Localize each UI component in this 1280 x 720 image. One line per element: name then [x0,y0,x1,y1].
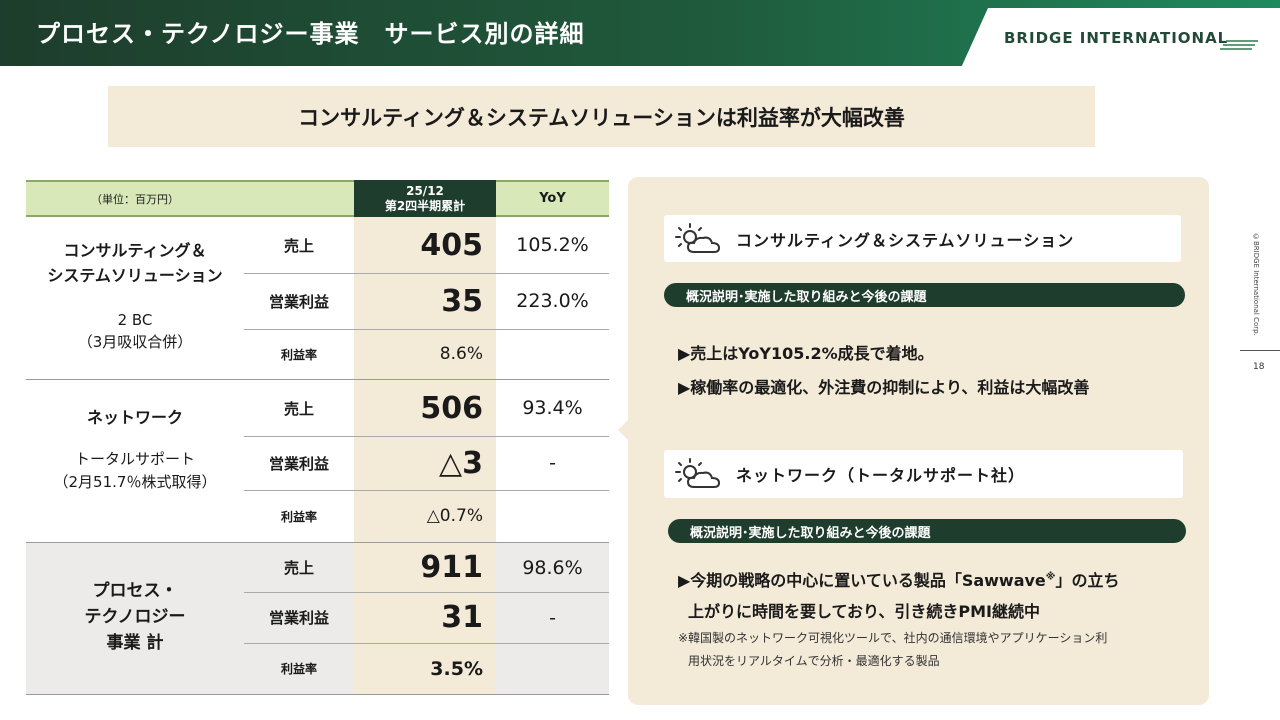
group-name-line: 事業 計 [106,633,164,653]
yoy-column-header: YoY [496,180,609,217]
metric-value: 405 [420,227,483,263]
group-sub-network: トータルサポート （2月51.7％株式取得） [26,448,244,494]
metric-label: 営業利益 [268,292,329,311]
row-divider [244,436,609,437]
table-bottom-border [26,694,609,695]
header-blank-cell [244,180,354,217]
group-sub-line: （3月吸収合併） [77,333,193,351]
group-divider [26,542,609,543]
group-sub-consulting: 2 BC （3月吸収合併） [26,309,244,353]
yoy-value [496,490,609,542]
copyright-note: ©BRIDGE International Corp. [1252,233,1260,336]
yoy-value: 93.4% [522,397,583,419]
period-line1: 25/12 [406,183,444,198]
total-yoy-bg [496,543,609,695]
row-divider [244,273,609,274]
period-line2: 第2四半期累計 [384,198,466,213]
group-name-network: ネットワーク [86,408,183,427]
footnote-text: ※韓国製のネットワーク可視化ツールで、社内の通信環境やアプリケーション利 [678,631,1108,645]
metric-value: 35 [441,283,483,319]
unit-label: （単位：百万円） [26,180,244,217]
commentary-panel [628,177,1209,705]
footnote-marker: ※ [1045,571,1056,583]
section-card-consulting: コンサルティング＆システムソリューション [664,215,1181,262]
row-divider [244,490,609,491]
metric-label: 利益率 [280,509,317,524]
bullet-text-part: 」の立ち [1055,571,1120,590]
yoy-value: 105.2% [516,234,589,256]
metric-label: 営業利益 [268,609,329,627]
headline-banner: コンサルティング＆システムソリューションは利益率が大幅改善 [108,86,1095,147]
period-column-header: 25/12 第2四半期累計 [354,180,496,217]
row-divider [244,592,609,593]
logo-panel [960,8,1280,70]
metric-label: 営業利益 [268,454,329,473]
sun-cloud-icon [675,222,721,253]
table-header-row: （単位：百万円） 25/12 第2四半期累計 YoY [26,180,609,217]
group-divider [26,379,609,380]
group-sub-line: （2月51.7％株式取得） [53,473,217,491]
bullet-text: ▶稼働率の最適化、外注費の抑制により、利益は大幅改善 [678,378,1090,397]
group-name-line: プロセス・ [92,581,178,601]
total-group-bg [26,543,354,695]
yoy-value [496,329,609,379]
bullet-text-part: ▶今期の戦略の中心に置いている製品「Sawwave [678,571,1046,590]
yoy-value: 223.0% [516,290,589,312]
yoy-value: 98.6% [522,556,583,579]
yoy-value: - [549,452,556,474]
metric-value: 8.6% [439,344,483,364]
metric-value: 911 [420,550,483,585]
page-number: 18 [1253,362,1265,372]
section-title: コンサルティング＆システムソリューション [736,230,1075,250]
bullet-text: 上がりに時間を要しており、引き続きPMI継続中 [688,602,1041,621]
yoy-value: - [549,606,556,629]
bullet-text: ▶売上はYoY105.2%成長で着地。 [678,344,934,363]
page-number-divider [1240,350,1280,351]
metric-label: 売上 [283,399,314,418]
section-pill: 概況説明･実施した取り組みと今後の課題 [664,283,1185,307]
group-sub-line: 2 BC [117,311,153,329]
metric-value: △0.7% [426,506,483,526]
metric-value: 506 [420,390,483,426]
row-divider [244,329,609,330]
metric-label: 売上 [283,559,314,577]
metric-label: 利益率 [280,662,317,676]
section-pill: 概況説明･実施した取り組みと今後の課題 [668,519,1186,543]
value-column-bg [354,217,496,695]
group-name-total: プロセス・ テクノロジー 事業 計 [26,578,244,656]
metric-value: 31 [441,600,483,635]
metric-value: 3.5% [430,657,483,680]
panel-pointer [618,418,630,442]
group-name-line: コンサルティング＆ [63,241,207,260]
group-name-line: システムソリューション [47,266,223,285]
group-name-consulting: コンサルティング＆ システムソリューション [26,238,244,288]
section-card-network: ネットワーク（トータルサポート社） [664,450,1183,498]
group-sub-line: トータルサポート [74,450,195,468]
footnote-text: 用状況をリアルタイムで分析・最適化する製品 [688,654,940,668]
logo-stripes-icon [1220,40,1258,50]
metric-label: 売上 [283,236,314,255]
yoy-value [496,643,609,694]
sun-cloud-icon [675,458,721,488]
company-logo: BRIDGE INTERNATIONAL [1004,29,1229,47]
metric-value: △3 [439,445,483,481]
metric-label: 利益率 [280,347,317,362]
row-divider [244,643,609,644]
bullet-text: ▶今期の戦略の中心に置いている製品「Sawwave※」の立ち [678,567,1120,591]
page-title: プロセス・テクノロジー事業 サービス別の詳細 [36,20,585,48]
section-title: ネットワーク（トータルサポート社） [736,466,1026,485]
group-name-line: テクノロジー [84,607,186,627]
